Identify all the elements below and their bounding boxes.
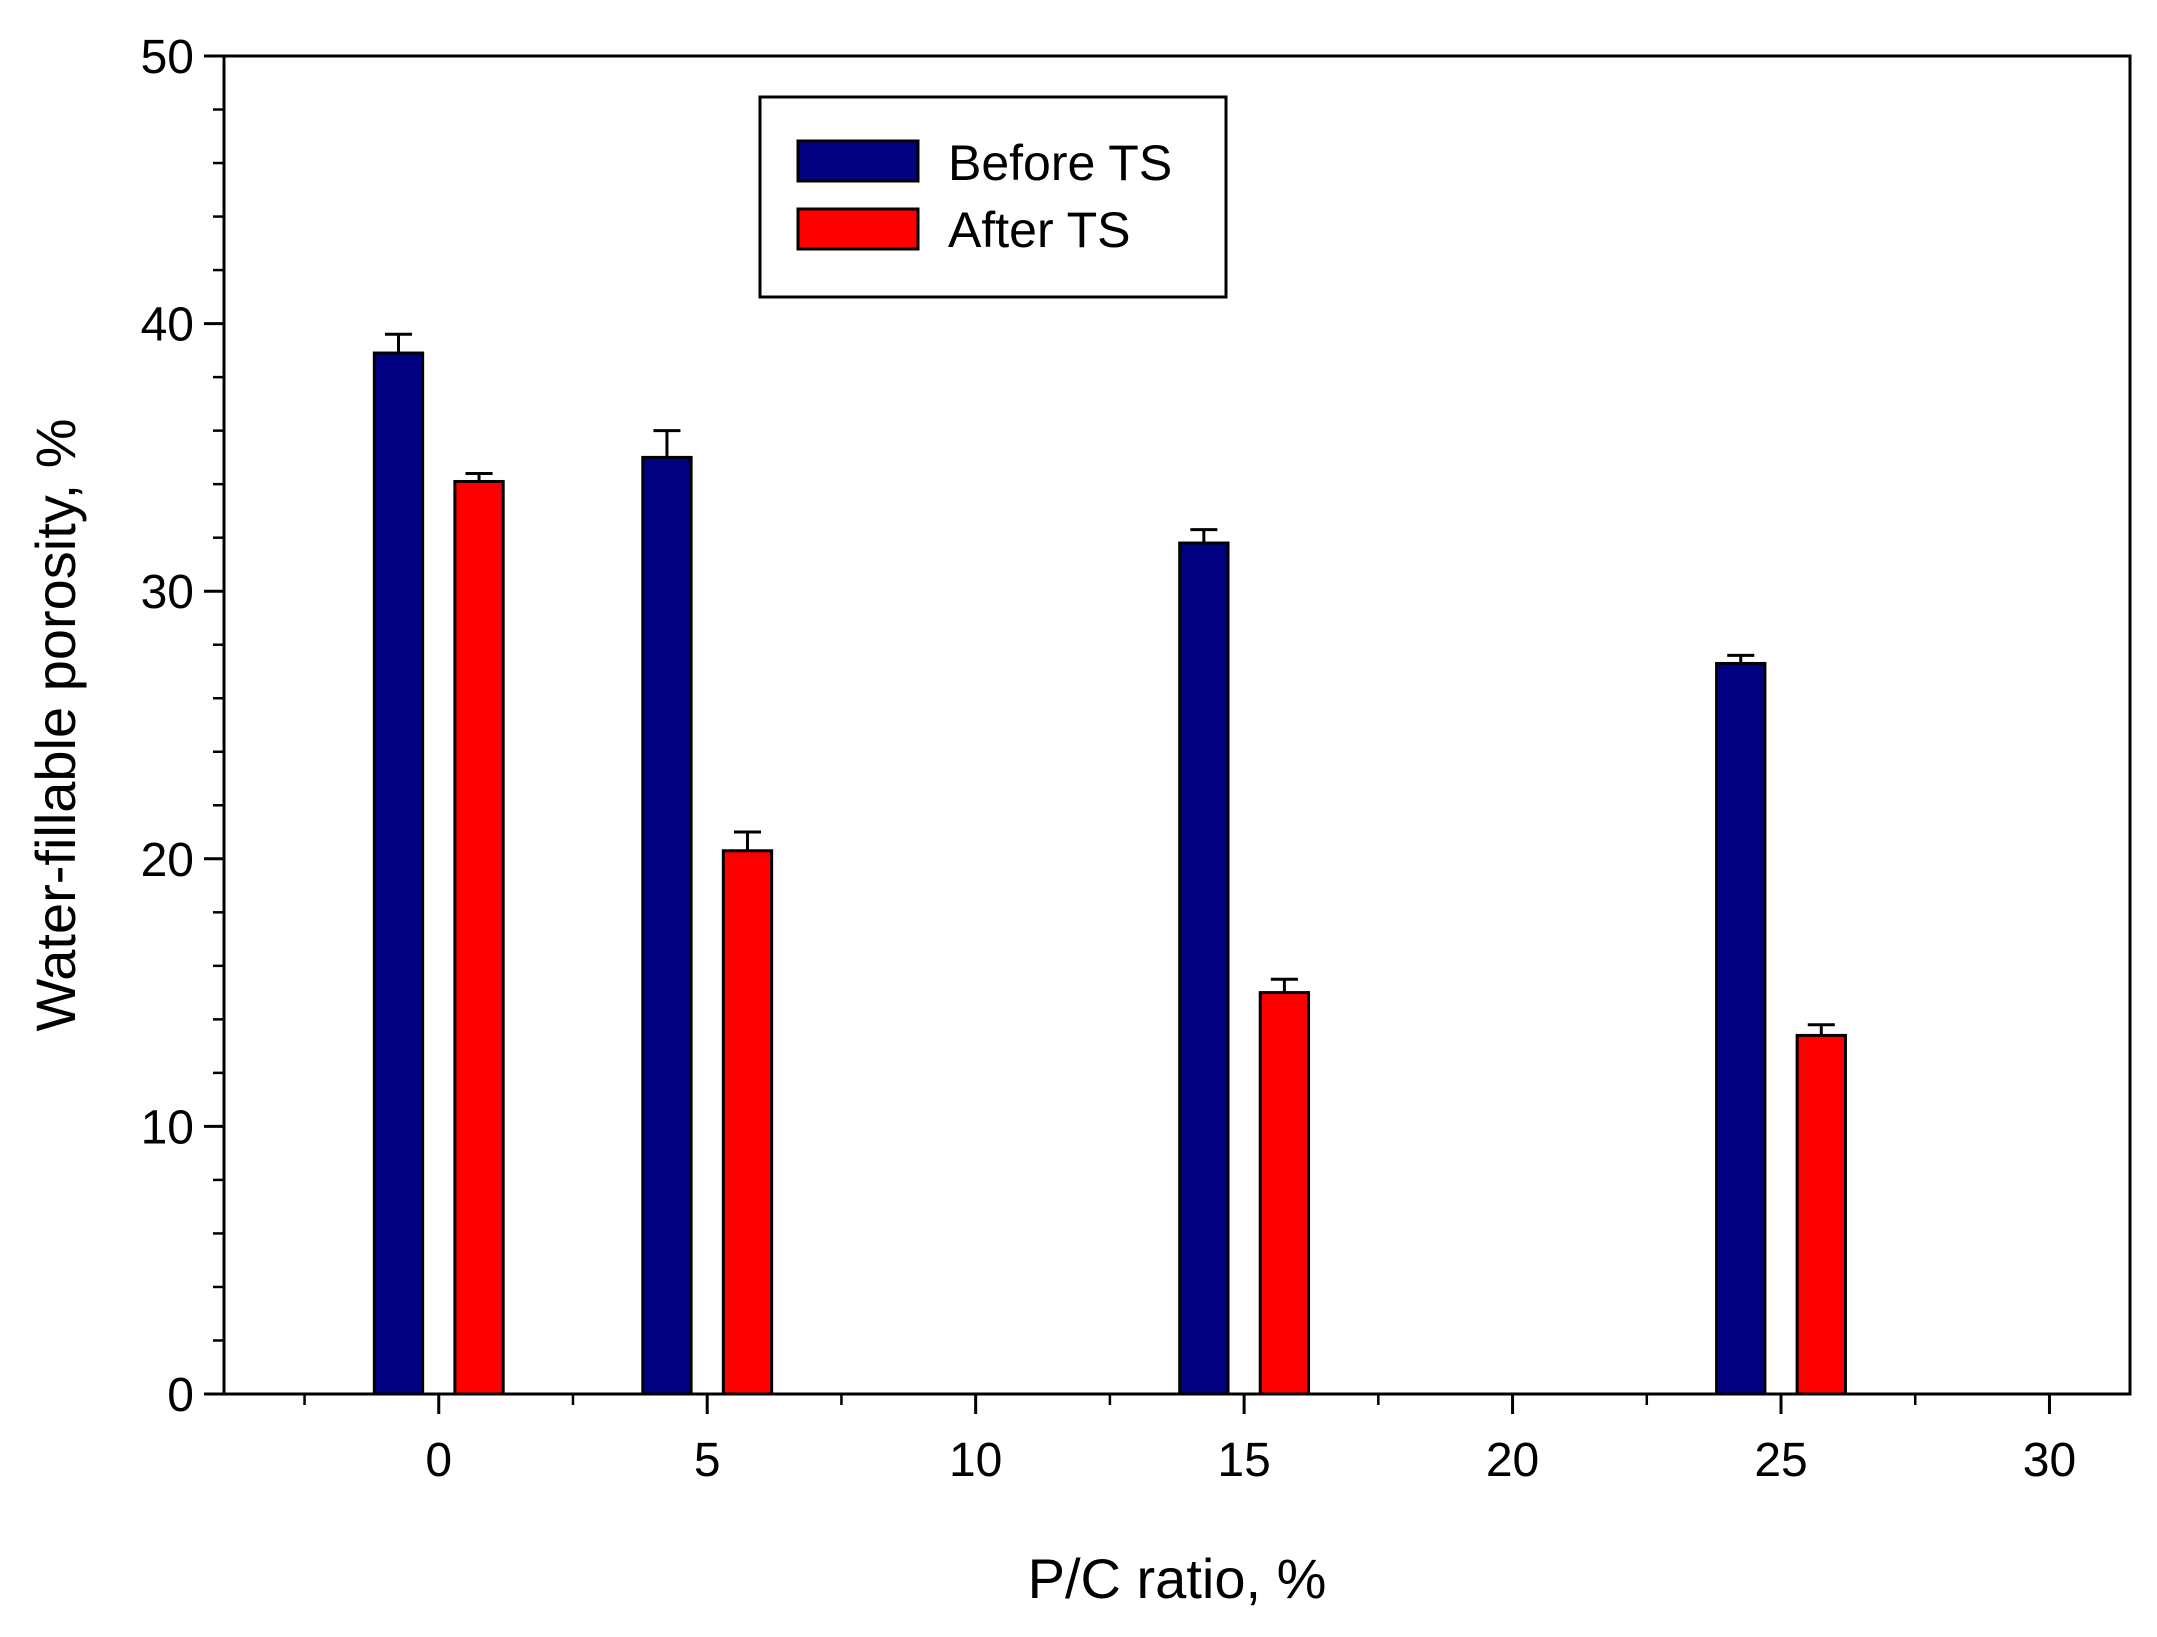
legend-swatch-before-ts [796,139,920,183]
plot-frame [222,54,2132,1396]
x-axis-title: P/C ratio, % [1028,1547,1327,1610]
y-tick-label-30: 30 [141,566,194,619]
x-tick-label-20: 20 [1486,1434,1539,1487]
legend-swatch-after-ts [796,207,920,251]
legend-label-before-ts: Before TS [948,135,1172,191]
x-tick-label-10: 10 [949,1434,1002,1487]
x-tick-label-0: 0 [425,1434,452,1487]
x-tick-label-15: 15 [1217,1434,1270,1487]
x-tick-label-25: 25 [1754,1434,1807,1487]
y-tick-label-40: 40 [141,299,194,352]
bar-before-ts-pc-0 [372,351,425,1396]
bar-after-ts-pc-15 [1258,991,1311,1396]
bar-after-ts-pc-0 [453,479,505,1396]
legend: Before TS After TS [758,95,1228,299]
y-tick-label-0: 0 [167,1369,194,1422]
x-tick-label-5: 5 [694,1434,721,1487]
bar-before-ts-pc-5 [641,455,693,1396]
bars-group [372,351,1847,1396]
bar-before-ts-pc-15 [1178,541,1230,1396]
y-tick-label-10: 10 [141,1101,194,1154]
error-bars-group [384,332,1835,1036]
legend-label-after-ts: After TS [948,202,1130,258]
y-tick-label-50: 50 [141,31,194,84]
legend-box [758,95,1228,299]
x-tick-label-30: 30 [2023,1434,2076,1487]
bar-after-ts-pc-5 [721,849,774,1396]
bar-after-ts-pc-25 [1795,1033,1847,1396]
axis-ticks-group: 0 5 10 15 20 25 30 0 10 20 30 40 50 [141,31,2077,1487]
y-axis-title: Water-fillable porosity, % [24,418,87,1031]
bar-before-ts-pc-25 [1715,661,1767,1396]
y-tick-label-20: 20 [141,834,194,887]
